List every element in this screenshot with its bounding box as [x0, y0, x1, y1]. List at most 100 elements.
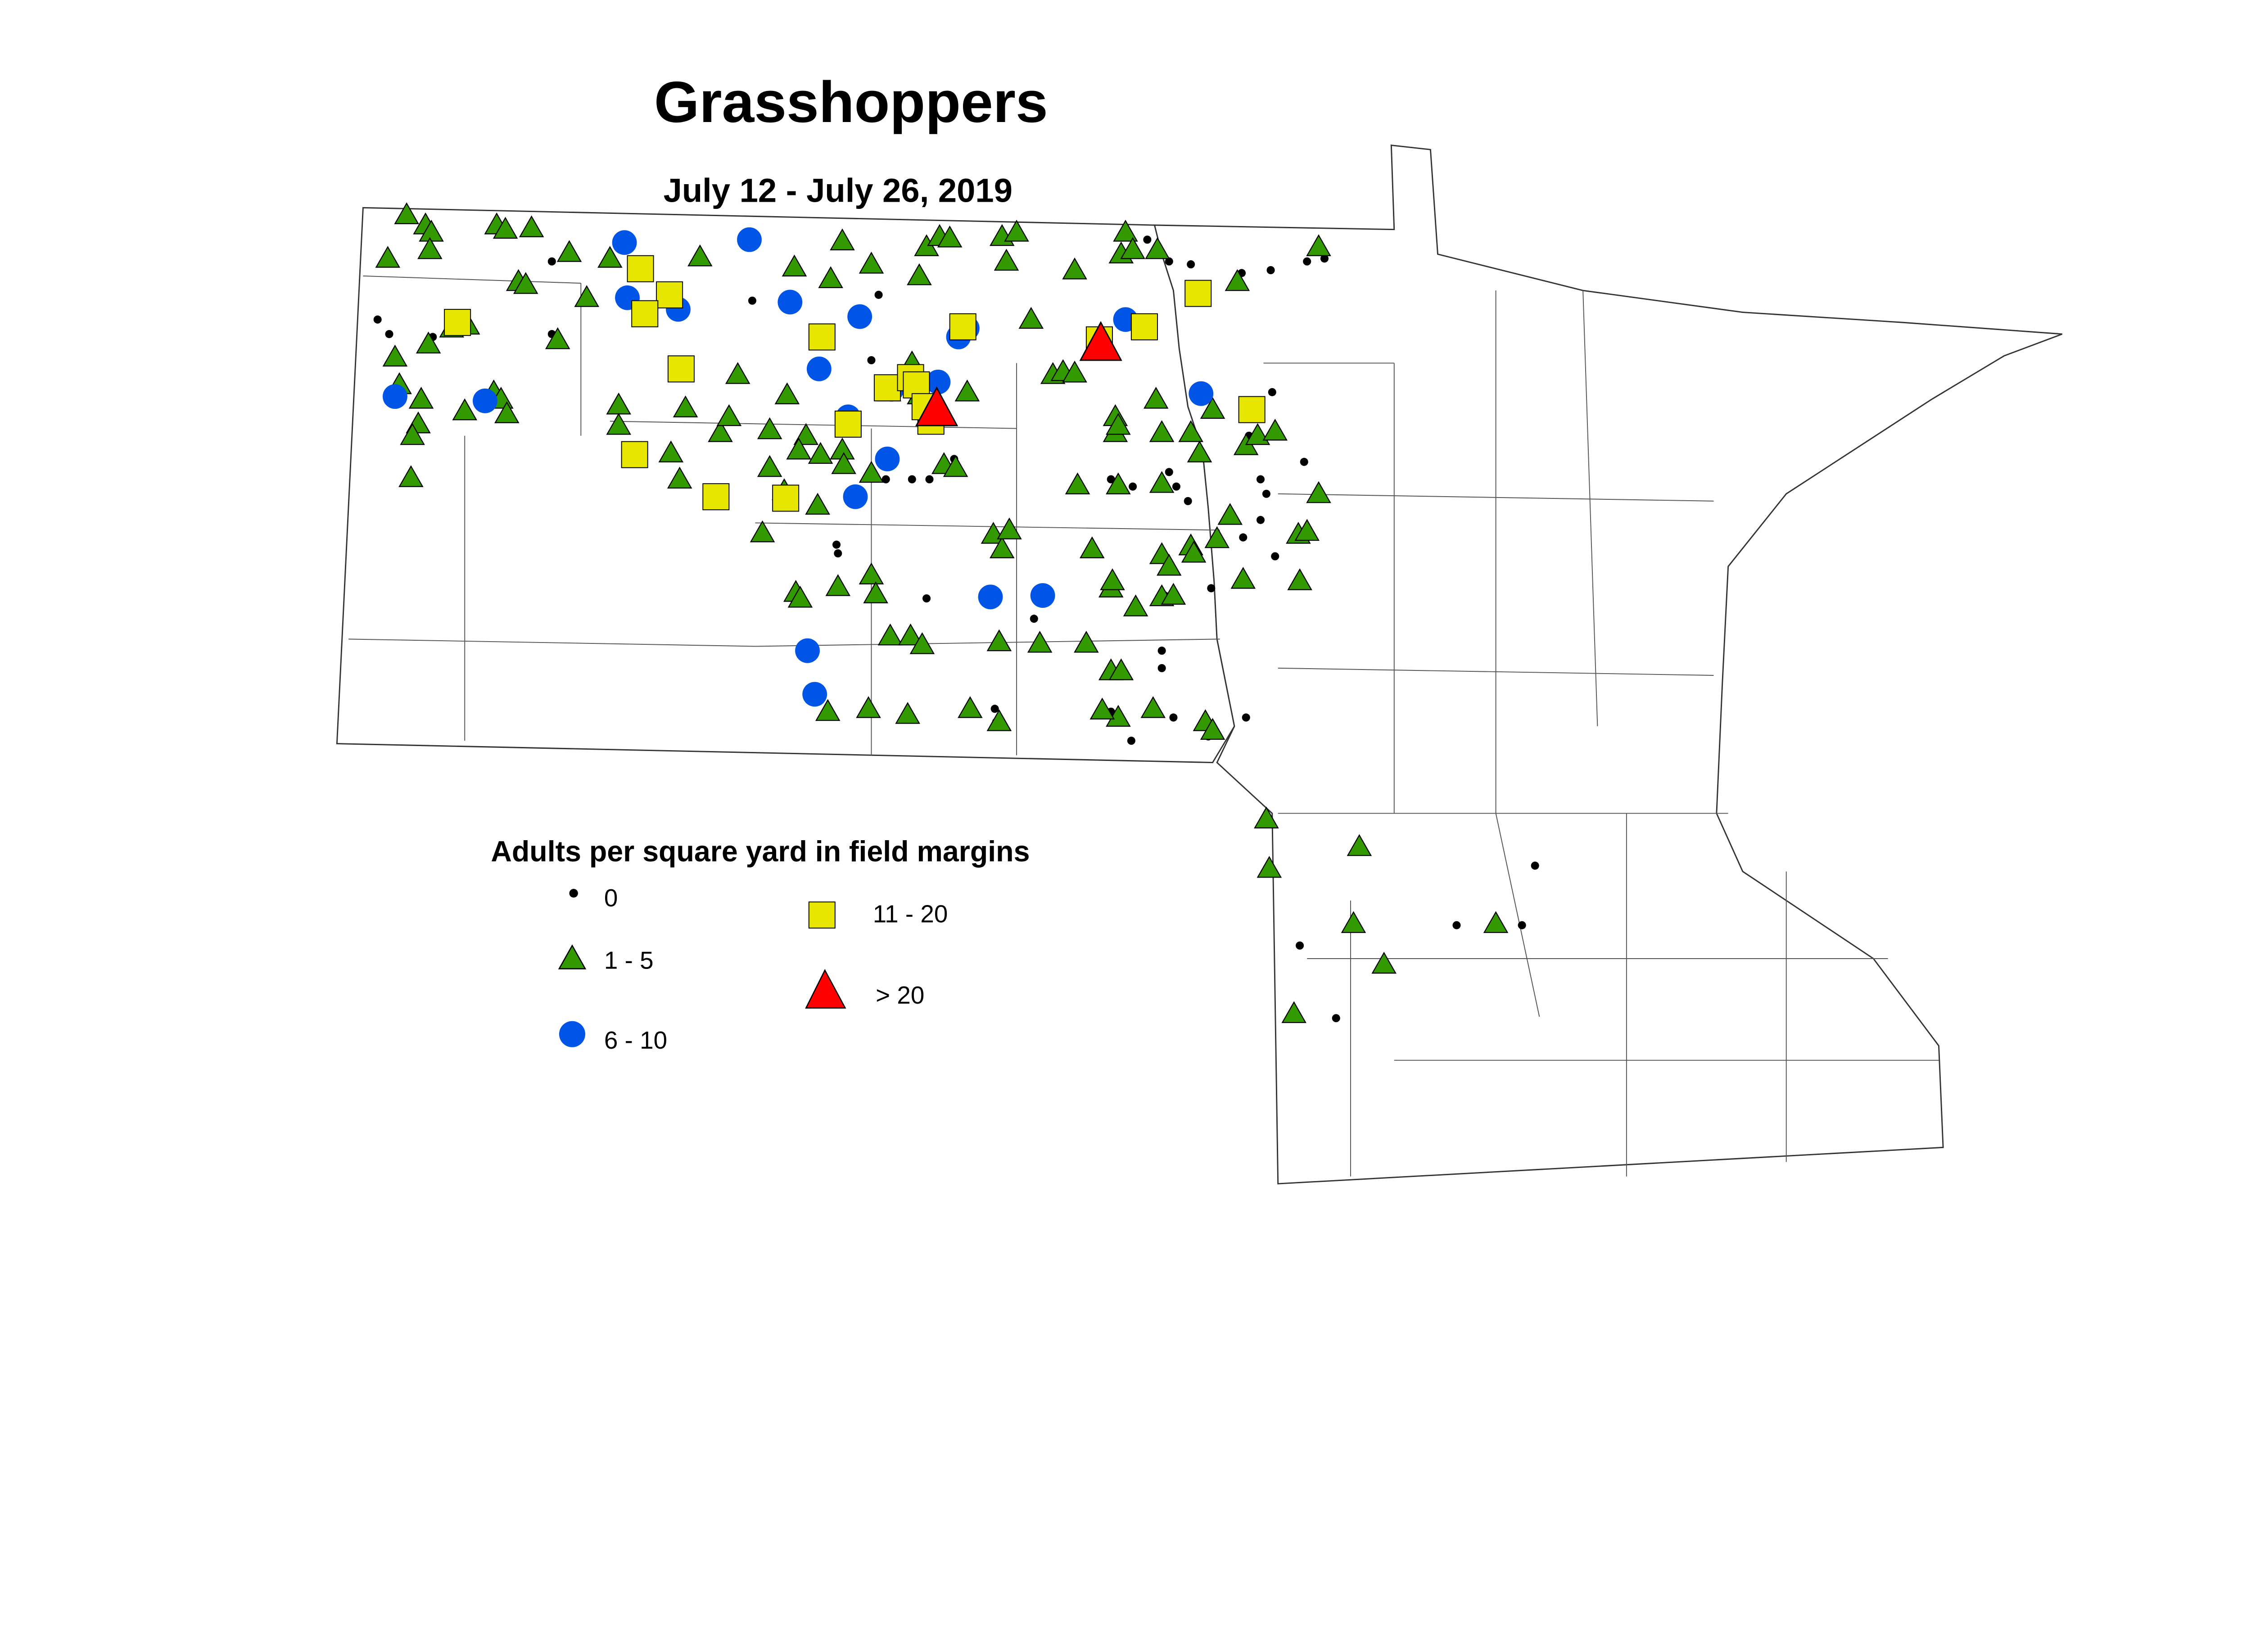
marker-zero — [1320, 254, 1329, 263]
marker-zero — [1296, 941, 1304, 950]
marker-1-5 — [1065, 472, 1090, 494]
marker-over-20 — [1079, 321, 1122, 361]
marker-zero — [990, 705, 999, 713]
map-title: Grasshoppers — [654, 70, 1048, 135]
marker-6-10 — [847, 304, 872, 329]
marker-1-5 — [859, 562, 884, 584]
marker-1-5 — [394, 202, 419, 224]
marker-1-5 — [1200, 397, 1225, 419]
legend-item-0: 0 — [569, 884, 618, 912]
legend-large-triangle-icon — [805, 969, 846, 1009]
marker-zero — [1157, 647, 1166, 655]
marker-1-5 — [1347, 834, 1372, 856]
marker-1-5 — [1062, 257, 1087, 280]
marker-6-10 — [795, 638, 820, 663]
marker-1-5 — [1027, 630, 1053, 653]
marker-1-5 — [1074, 630, 1099, 653]
marker-11-20 — [656, 281, 683, 308]
marker-1-5 — [1018, 307, 1044, 329]
marker-1-5 — [1004, 220, 1029, 242]
marker-1-5 — [545, 327, 570, 349]
county-line — [363, 275, 581, 284]
county-boundaries — [348, 275, 1939, 1177]
marker-1-5 — [1306, 481, 1331, 503]
county-line — [1582, 290, 1598, 726]
marker-zero — [925, 475, 934, 484]
marker-1-5 — [1120, 237, 1145, 259]
marker-1-5 — [787, 585, 813, 608]
county-line — [348, 638, 755, 647]
marker-6-10 — [843, 484, 868, 509]
marker-1-5 — [877, 623, 903, 646]
marker-1-5 — [1178, 420, 1203, 442]
marker-1-5 — [937, 225, 963, 248]
legend-square-icon — [808, 901, 836, 929]
marker-6-10 — [1189, 381, 1214, 406]
marker-zero — [1127, 737, 1135, 745]
legend-item-3: 11 - 20 — [808, 900, 948, 929]
marker-6-10 — [383, 384, 407, 409]
marker-6-10 — [978, 584, 1003, 610]
marker-zero — [922, 594, 931, 603]
marker-zero — [1239, 533, 1248, 542]
legend-dot-icon — [569, 889, 578, 898]
marker-1-5 — [1294, 519, 1320, 541]
marker-zero — [1266, 266, 1275, 275]
map-subtitle: July 12 - July 26, 2019 — [664, 172, 1012, 209]
marker-1-5 — [954, 379, 980, 402]
marker-1-5 — [1089, 697, 1115, 720]
marker-11-20 — [1184, 280, 1212, 307]
marker-1-5 — [994, 249, 1019, 271]
marker-1-5 — [909, 632, 935, 654]
marker-1-5 — [417, 237, 443, 259]
legend-label: 11 - 20 — [873, 900, 948, 928]
marker-1-5 — [1108, 658, 1134, 680]
marker-zero — [1165, 468, 1173, 476]
marker-6-10 — [926, 369, 951, 394]
marker-zero — [874, 290, 883, 299]
marker-1-5 — [673, 395, 698, 417]
marker-1-5 — [1204, 526, 1229, 548]
minnesota-outline — [1153, 144, 2063, 1185]
marker-1-5 — [519, 215, 544, 237]
marker-1-5 — [863, 581, 888, 603]
marker-11-20 — [702, 483, 730, 511]
marker-zero — [1268, 388, 1276, 396]
marker-1-5 — [1254, 806, 1279, 828]
marker-zero — [1184, 497, 1192, 505]
marker-1-5 — [1306, 234, 1331, 256]
marker-1-5 — [990, 536, 1015, 558]
marker-11-20 — [621, 441, 648, 468]
marker-zero — [1129, 482, 1137, 491]
marker-1-5 — [574, 285, 599, 307]
marker-zero — [1157, 664, 1166, 672]
legend: Adults per square yard in field margins … — [491, 835, 1030, 1054]
marker-zero — [547, 257, 556, 266]
marker-1-5 — [725, 362, 750, 384]
marker-11-20 — [834, 410, 862, 438]
marker-zero — [832, 540, 841, 549]
marker-zero — [1518, 921, 1526, 929]
marker-1-5 — [1200, 718, 1225, 740]
marker-1-5 — [830, 228, 855, 250]
legend-label: 6 - 10 — [604, 1026, 667, 1054]
marker-6-10 — [777, 290, 803, 315]
marker-1-5 — [943, 455, 968, 477]
marker-1-5 — [997, 517, 1022, 539]
marker-1-5 — [556, 240, 582, 262]
marker-zero — [1452, 921, 1461, 929]
marker-1-5 — [859, 252, 884, 274]
marker-1-5 — [1145, 237, 1170, 259]
marker-1-5 — [757, 417, 782, 439]
county-line — [610, 421, 1017, 429]
marker-1-5 — [898, 623, 923, 646]
marker-zero — [1332, 1014, 1340, 1023]
legend-item-1: 1 - 5 — [558, 944, 654, 974]
marker-1-5 — [1143, 387, 1169, 409]
marker-1-5 — [1106, 472, 1131, 494]
marker-1-5 — [1230, 567, 1256, 589]
legend-label: 1 - 5 — [604, 946, 654, 974]
survey-markers — [373, 202, 1539, 1023]
marker-1-5 — [859, 461, 884, 483]
marker-1-5 — [1257, 855, 1282, 878]
